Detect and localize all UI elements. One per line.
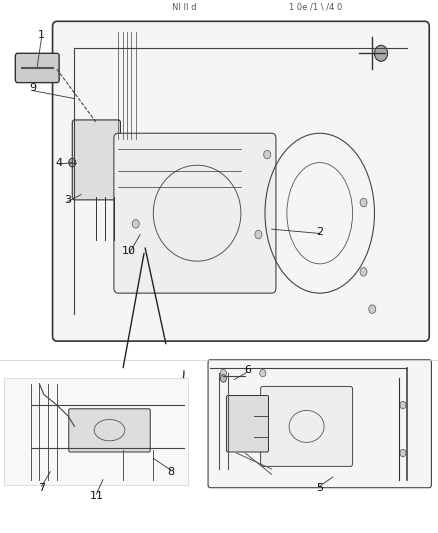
Text: 2: 2 [316,227,323,237]
Circle shape [264,150,271,159]
FancyBboxPatch shape [72,120,120,200]
Text: 1 0e /1 \ /4 0: 1 0e /1 \ /4 0 [289,3,342,12]
Circle shape [255,230,262,239]
FancyBboxPatch shape [53,21,429,341]
Text: 1: 1 [38,30,45,39]
FancyBboxPatch shape [4,378,188,485]
Text: 5: 5 [316,483,323,492]
Circle shape [69,158,76,167]
FancyBboxPatch shape [261,386,353,466]
Text: 9: 9 [29,83,36,93]
Circle shape [400,449,406,457]
Text: NI II d: NI II d [172,3,196,12]
Circle shape [360,268,367,276]
Circle shape [220,369,226,377]
FancyBboxPatch shape [114,133,276,293]
Text: 11: 11 [89,491,103,500]
Text: 4: 4 [56,158,63,167]
Text: 3: 3 [64,195,71,205]
FancyBboxPatch shape [226,395,268,452]
Circle shape [369,305,376,313]
Circle shape [220,375,226,382]
Circle shape [132,220,139,228]
Circle shape [360,198,367,207]
Circle shape [400,401,406,409]
FancyBboxPatch shape [208,360,431,488]
Text: 7: 7 [38,483,45,492]
Text: 6: 6 [244,366,251,375]
Circle shape [260,369,266,377]
Circle shape [374,45,388,61]
FancyBboxPatch shape [69,409,150,452]
Text: 10: 10 [122,246,136,255]
Text: 8: 8 [167,467,174,477]
FancyBboxPatch shape [15,53,59,83]
